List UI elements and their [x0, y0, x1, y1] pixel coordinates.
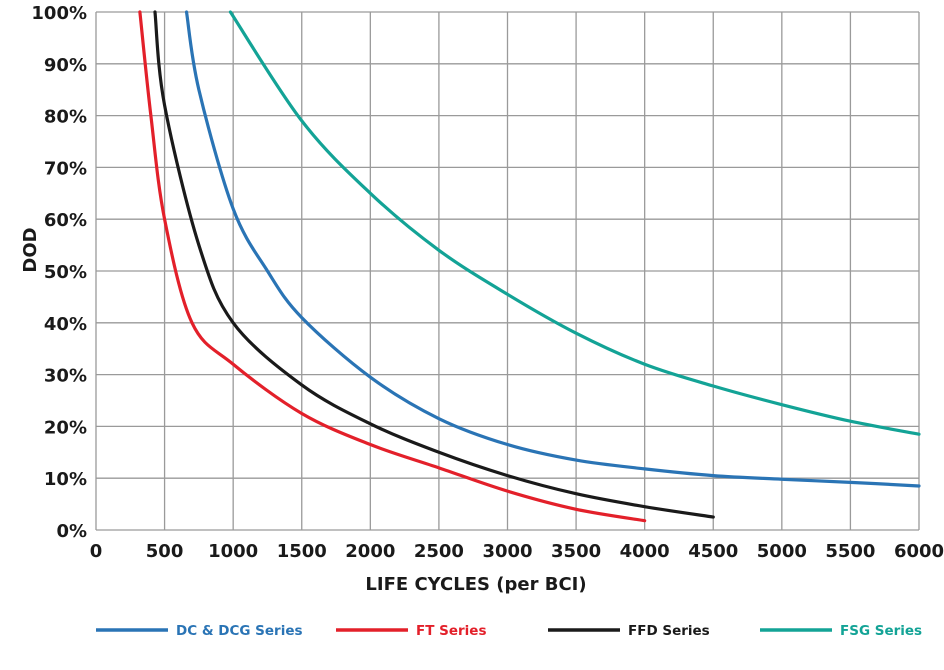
y-tick-label: 50%	[44, 262, 87, 283]
x-tick-label: 5000	[757, 541, 807, 562]
x-tick-label: 500	[146, 541, 184, 562]
y-tick-label: 100%	[31, 3, 87, 24]
series-line-1	[138, 10, 647, 523]
x-tick-label: 1500	[277, 541, 327, 562]
x-tick-label: 3000	[482, 541, 532, 562]
y-axis-label: DOD	[20, 227, 41, 272]
x-tick-label: 2000	[345, 541, 395, 562]
x-tick-labels: 0 500 1000 1500 2000 2500 3000 3500 4000 4500 5000…	[90, 541, 944, 562]
y-tick-label: 30%	[44, 366, 87, 387]
y-tick-label: 40%	[44, 314, 87, 335]
y-tick-label: 80%	[44, 107, 87, 128]
series-line-2	[153, 10, 715, 519]
y-tick-label: 70%	[44, 158, 87, 179]
x-tick-label: 6000	[894, 541, 944, 562]
series-lines	[138, 10, 921, 523]
legend-label: FT Series	[416, 623, 487, 639]
grid	[95, 11, 920, 531]
legend-label: FSG Series	[840, 623, 922, 639]
y-tick-label: 10%	[44, 469, 87, 490]
y-tick-label: 0%	[56, 521, 87, 542]
x-tick-label: 1000	[208, 541, 258, 562]
y-tick-label: 60%	[44, 210, 87, 231]
series-line-0	[184, 10, 921, 488]
x-tick-label: 4500	[688, 541, 738, 562]
y-tick-label: 20%	[44, 417, 87, 438]
x-tick-label: 3500	[551, 541, 601, 562]
x-tick-label: 0	[90, 541, 103, 562]
x-tick-label: 5500	[825, 541, 875, 562]
series-line-3	[228, 10, 921, 436]
x-tick-label: 2500	[414, 541, 464, 562]
x-tick-label: 4000	[620, 541, 670, 562]
x-axis-label: LIFE CYCLES (per BCI)	[365, 574, 586, 595]
y-tick-labels: 0% 10% 20% 30% 40% 50% 60% 70% 80% 90% 100%	[31, 3, 87, 542]
legend-label: FFD Series	[628, 623, 710, 639]
legend-label: DC & DCG Series	[176, 623, 303, 639]
legend: DC & DCG Series FT Series FFD Series FSG Se…	[96, 623, 922, 639]
y-tick-label: 90%	[44, 55, 87, 76]
